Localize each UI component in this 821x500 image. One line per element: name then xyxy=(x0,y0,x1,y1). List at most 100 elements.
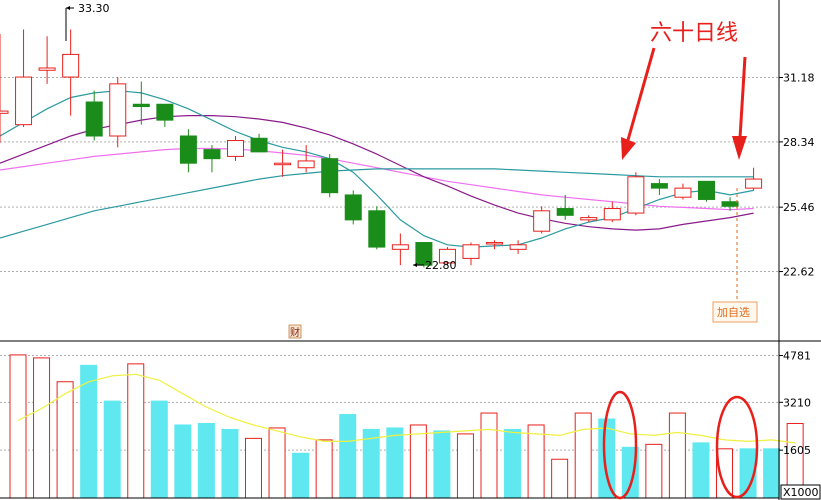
candle xyxy=(250,133,268,153)
candle xyxy=(674,183,692,200)
volume-bar xyxy=(268,427,286,499)
candle xyxy=(321,154,339,198)
candle xyxy=(203,145,221,173)
volume-bar xyxy=(339,414,357,499)
candle xyxy=(368,206,386,250)
finance-marker-label: 财 xyxy=(290,326,300,339)
candle xyxy=(462,242,480,266)
volume-bar xyxy=(150,400,168,499)
candle-body xyxy=(250,137,268,153)
candle-body xyxy=(650,183,668,189)
candle xyxy=(0,34,9,143)
candle-body xyxy=(745,178,763,189)
annotation-arrow-1 xyxy=(621,47,656,160)
volume-bar xyxy=(362,428,380,499)
volume-bar xyxy=(456,433,474,499)
volume-unit-label: X1000 xyxy=(783,486,819,499)
volume-bar xyxy=(56,381,74,499)
candle-body xyxy=(156,103,174,121)
high-marker: 33.30 xyxy=(65,2,110,41)
price-tick-label: 22.62 xyxy=(783,266,815,279)
annotation-text: 六十日线 xyxy=(650,21,738,46)
candle-body xyxy=(556,208,574,216)
candle-body xyxy=(85,101,103,137)
candle xyxy=(85,90,103,141)
volume-tick-label: 1605 xyxy=(783,444,811,457)
candle xyxy=(179,129,197,173)
candle-body xyxy=(179,135,197,164)
candle-body xyxy=(368,210,386,248)
volume-bars xyxy=(9,354,804,499)
candle-body xyxy=(674,187,692,198)
add-watchlist-badge[interactable]: 加自选 xyxy=(712,301,758,323)
low-marker: 22.80 xyxy=(413,259,457,272)
candle-body xyxy=(344,194,362,221)
candle xyxy=(38,36,56,84)
volume-bar xyxy=(245,437,262,499)
low-label: 22.80 xyxy=(425,259,457,272)
volume-bar xyxy=(409,424,427,499)
candle-body xyxy=(438,248,456,264)
volume-tick-label: 4781 xyxy=(783,349,811,362)
candle xyxy=(509,240,527,254)
candle xyxy=(438,247,456,266)
volume-bar xyxy=(221,428,239,499)
volume-bar xyxy=(197,422,215,499)
candle-body xyxy=(627,176,645,214)
volume-bar xyxy=(527,424,545,499)
volume-bar xyxy=(433,430,451,499)
price-tick-label: 31.18 xyxy=(783,72,815,85)
candle xyxy=(721,197,739,211)
volume-bar xyxy=(315,439,333,499)
candle-body xyxy=(132,103,150,108)
volume-bar xyxy=(574,412,592,499)
candle-body xyxy=(462,244,480,259)
candle-body xyxy=(0,110,9,114)
price-tick-label: 25.46 xyxy=(783,201,815,214)
candle-body xyxy=(603,208,621,221)
candle-body xyxy=(109,83,127,137)
candle xyxy=(132,81,150,125)
candle-body xyxy=(297,160,315,169)
volume-bar xyxy=(504,428,522,499)
volume-bar xyxy=(33,357,51,499)
candle xyxy=(344,190,362,225)
candle-body xyxy=(274,162,292,166)
candle-body xyxy=(203,149,221,160)
annotation-arrow-2 xyxy=(732,56,747,160)
candle xyxy=(274,149,292,177)
candle-body xyxy=(721,201,739,207)
candle xyxy=(486,240,504,250)
candle-body xyxy=(62,53,80,78)
volume-bar xyxy=(551,458,569,499)
candle xyxy=(603,201,621,223)
candles xyxy=(0,29,763,268)
candle-body xyxy=(391,244,409,250)
volume-bar xyxy=(692,442,710,499)
candle xyxy=(227,136,244,161)
volume-bar xyxy=(174,424,192,499)
candle xyxy=(650,179,668,195)
candle xyxy=(109,77,127,148)
candle xyxy=(627,172,645,216)
volume-bar xyxy=(103,400,121,499)
volume-bar xyxy=(598,418,616,499)
candle-body xyxy=(698,180,715,200)
candle xyxy=(533,206,551,234)
volume-bar xyxy=(645,443,663,499)
price-tick-label: 28.34 xyxy=(783,136,815,149)
volume-bar xyxy=(292,452,310,499)
volume-ma-polyline xyxy=(17,373,796,444)
candle xyxy=(556,194,574,220)
finance-marker[interactable]: 财 xyxy=(288,324,302,339)
candle-body xyxy=(321,158,339,194)
candle xyxy=(698,180,715,202)
volume-bar xyxy=(9,354,27,499)
candle-body xyxy=(38,67,56,71)
volume-bar xyxy=(480,412,498,499)
candle xyxy=(15,29,33,127)
candle xyxy=(62,29,80,116)
candle xyxy=(156,103,174,127)
candle xyxy=(391,233,409,266)
